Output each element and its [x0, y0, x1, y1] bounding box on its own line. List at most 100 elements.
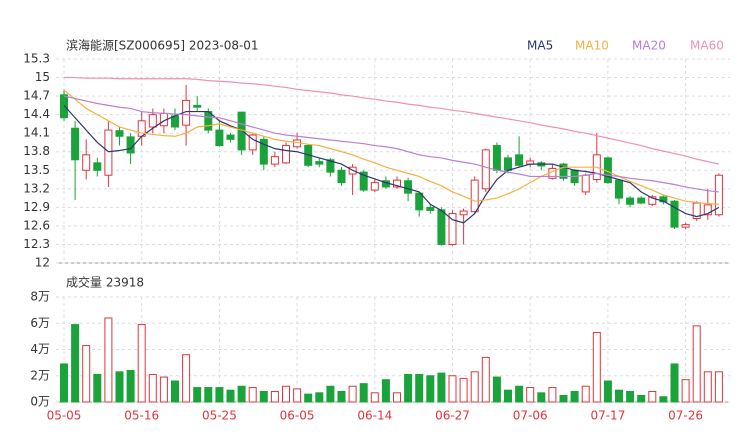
candle-body [637, 197, 646, 204]
volume-bar [459, 377, 468, 403]
candle-body [703, 204, 712, 216]
volume-bar [426, 375, 435, 403]
x-tick-label: 07-06 [513, 409, 548, 423]
volume-bar [315, 392, 324, 403]
volume-bar [481, 356, 490, 403]
volume-bar [370, 392, 379, 403]
volume-bar [714, 371, 723, 403]
ma-line [64, 76, 720, 165]
candle-body [337, 169, 346, 184]
candle-body [282, 145, 290, 164]
volume-bar [159, 376, 168, 403]
candle-body [415, 192, 424, 211]
volume-bar [581, 385, 590, 403]
chart-title: 滨海能源[SZ000695] 2023-08-01 [66, 38, 259, 53]
volume-bar [404, 373, 413, 403]
x-tick-label: 05-16 [124, 409, 159, 423]
volume-bar [359, 383, 368, 403]
y-tick-label: 12.3 [23, 237, 50, 251]
x-tick-label: 06-05 [280, 409, 315, 423]
y-tick-label: 12 [35, 256, 50, 270]
candle-body [615, 179, 623, 199]
x-tick-label: 05-05 [47, 409, 82, 423]
candle-body [681, 224, 690, 228]
volume-bar [692, 325, 701, 403]
y-tick-label: 2万 [30, 368, 50, 382]
x-tick-label: 05-25 [202, 409, 237, 423]
candle-body [115, 130, 124, 137]
volume-bar [603, 380, 612, 403]
x-tick-label: 06-14 [357, 409, 392, 423]
y-tick-label: 12.6 [23, 218, 50, 232]
candle-body [104, 129, 113, 176]
volume-bar [259, 391, 268, 403]
candle-body [270, 156, 279, 165]
candle-body [437, 209, 446, 245]
volume-bar [248, 387, 257, 403]
volume-bar [648, 391, 657, 403]
candle-body [581, 174, 590, 193]
y-tick-label: 6万 [30, 316, 50, 330]
volume-title: 成交量 23918 [66, 275, 144, 290]
candle-body [215, 129, 224, 147]
candle-body [370, 182, 379, 191]
legend-label: MA5 [527, 39, 553, 53]
volume-bar [60, 363, 68, 403]
volume-bar [115, 371, 124, 403]
y-tick-label: 4万 [30, 342, 50, 356]
y-tick-label: 14.1 [23, 126, 50, 140]
candle-body [226, 134, 235, 140]
volume-bar [515, 385, 524, 403]
volume-bar [637, 394, 646, 403]
volume-bar [204, 387, 213, 403]
y-tick-label: 13.2 [23, 181, 50, 195]
legend-label: MA60 [690, 39, 724, 53]
candle-body [492, 145, 501, 171]
volume-bar [326, 385, 335, 403]
legend-label: MA20 [632, 39, 666, 53]
volume-bar [492, 376, 501, 403]
y-tick-label: 15 [35, 70, 50, 84]
volume-bar [193, 387, 202, 403]
y-tick-label: 13.8 [23, 144, 50, 158]
x-tick-label: 07-17 [590, 409, 625, 423]
volume-bar [592, 331, 601, 403]
volume-bar [448, 375, 457, 403]
y-tick-label: 12.9 [23, 200, 50, 214]
volume-bar [470, 371, 479, 403]
candle-body [448, 213, 457, 245]
candle-body [82, 154, 91, 171]
candle-body [60, 94, 68, 119]
x-tick-label: 06-27 [435, 409, 470, 423]
volume-bar [659, 396, 668, 403]
candle-body [626, 197, 635, 205]
candle-body [315, 161, 324, 165]
ma-line [63, 104, 720, 224]
volume-bar [615, 389, 623, 403]
volume-bar [548, 387, 557, 403]
volume-bar [537, 392, 546, 403]
volume-bar [526, 387, 535, 403]
volume-bar [226, 389, 235, 403]
volume-bar [626, 391, 635, 403]
candle-body [71, 127, 80, 161]
candle-body [126, 136, 135, 154]
candle-body [692, 202, 701, 219]
volume-bar [270, 391, 279, 403]
candle-body [148, 114, 157, 128]
ma-line [63, 89, 719, 205]
y-tick-label: 0万 [30, 395, 50, 409]
candle-body [481, 149, 490, 190]
volume-bar [703, 371, 712, 403]
candle-body [393, 179, 401, 188]
x-tick-label: 07-26 [668, 409, 703, 423]
volume-bar [570, 391, 579, 403]
candle-body [259, 138, 268, 165]
volume-bar [559, 394, 568, 403]
candle-body [648, 196, 657, 205]
ma-line [63, 95, 719, 193]
volume-bar [126, 370, 135, 403]
volume-bar [71, 324, 80, 403]
volume-bar [293, 388, 302, 403]
